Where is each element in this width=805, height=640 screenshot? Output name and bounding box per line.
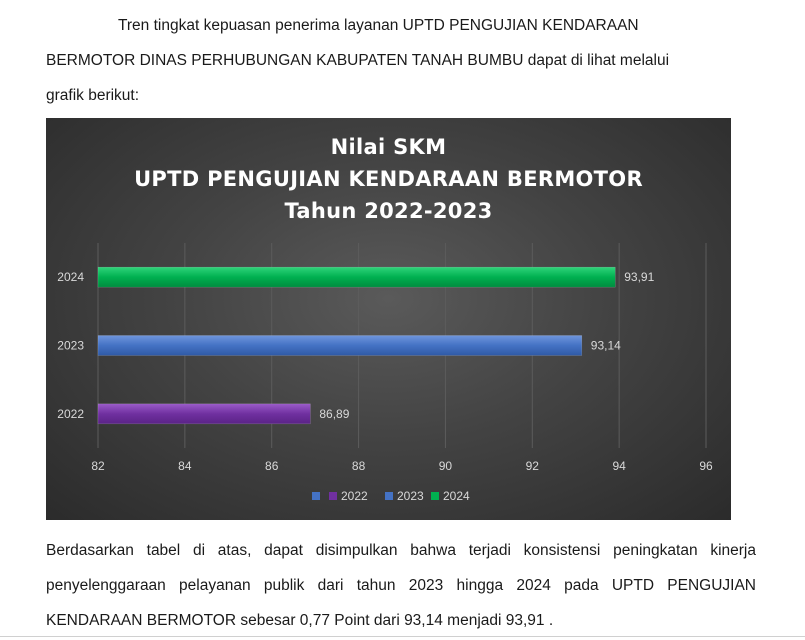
x-tick-label: 96	[699, 459, 713, 473]
conclusion-line-3: KENDARAAN BERMOTOR sebesar 0,77 Point da…	[46, 612, 554, 629]
skm-chart: Nilai SKM UPTD PENGUJIAN KENDARAAN BERMO…	[46, 118, 731, 520]
intro-line-2: BERMOTOR DINAS PERHUBUNGAN KABUPATEN TAN…	[46, 52, 670, 69]
bar-2023	[97, 335, 583, 356]
intro-line-3: grafik berikut:	[46, 87, 140, 104]
category-label: 2024	[57, 270, 84, 284]
data-label: 86,89	[319, 407, 349, 421]
intro-line-1: Tren tingkat kepuasan penerima layanan U…	[118, 17, 639, 34]
data-label: 93,91	[624, 270, 654, 284]
category-label: 2023	[57, 339, 84, 353]
x-tick-label: 90	[439, 459, 453, 473]
conclusion-line-1: Berdasarkan tabel di atas, dapat disimpu…	[46, 542, 756, 559]
bar-2024	[97, 266, 616, 288]
legend-swatch	[385, 492, 393, 500]
x-tick-label: 92	[526, 459, 540, 473]
x-tick-label: 94	[612, 459, 626, 473]
legend-swatch	[329, 492, 337, 500]
legend-swatch	[431, 492, 439, 500]
bar-2022	[97, 403, 311, 425]
x-tick-label: 86	[265, 459, 279, 473]
legend-label: 2022	[341, 489, 368, 503]
conclusion-line-2: penyelenggaraan pelayanan publik dari ta…	[46, 577, 756, 594]
category-label: 2022	[57, 407, 84, 421]
chart-title-line-1: Nilai SKM	[330, 135, 447, 159]
legend-swatch	[312, 492, 320, 500]
chart-plot: 82 84 86 88 90 92 94 96 2022 86,89 2023 93,14 2024 93…	[57, 243, 713, 503]
legend-label: 2024	[443, 489, 470, 503]
x-tick-label: 82	[91, 459, 105, 473]
data-label: 93,14	[591, 339, 621, 353]
chart-title-line-3: Tahun 2022-2023	[284, 199, 493, 223]
x-tick-label: 88	[352, 459, 366, 473]
x-tick-label: 84	[178, 459, 192, 473]
legend-label: 2023	[397, 489, 424, 503]
chart-title-line-2: UPTD PENGUJIAN KENDARAAN BERMOTOR	[134, 167, 643, 191]
page-divider	[0, 636, 805, 637]
